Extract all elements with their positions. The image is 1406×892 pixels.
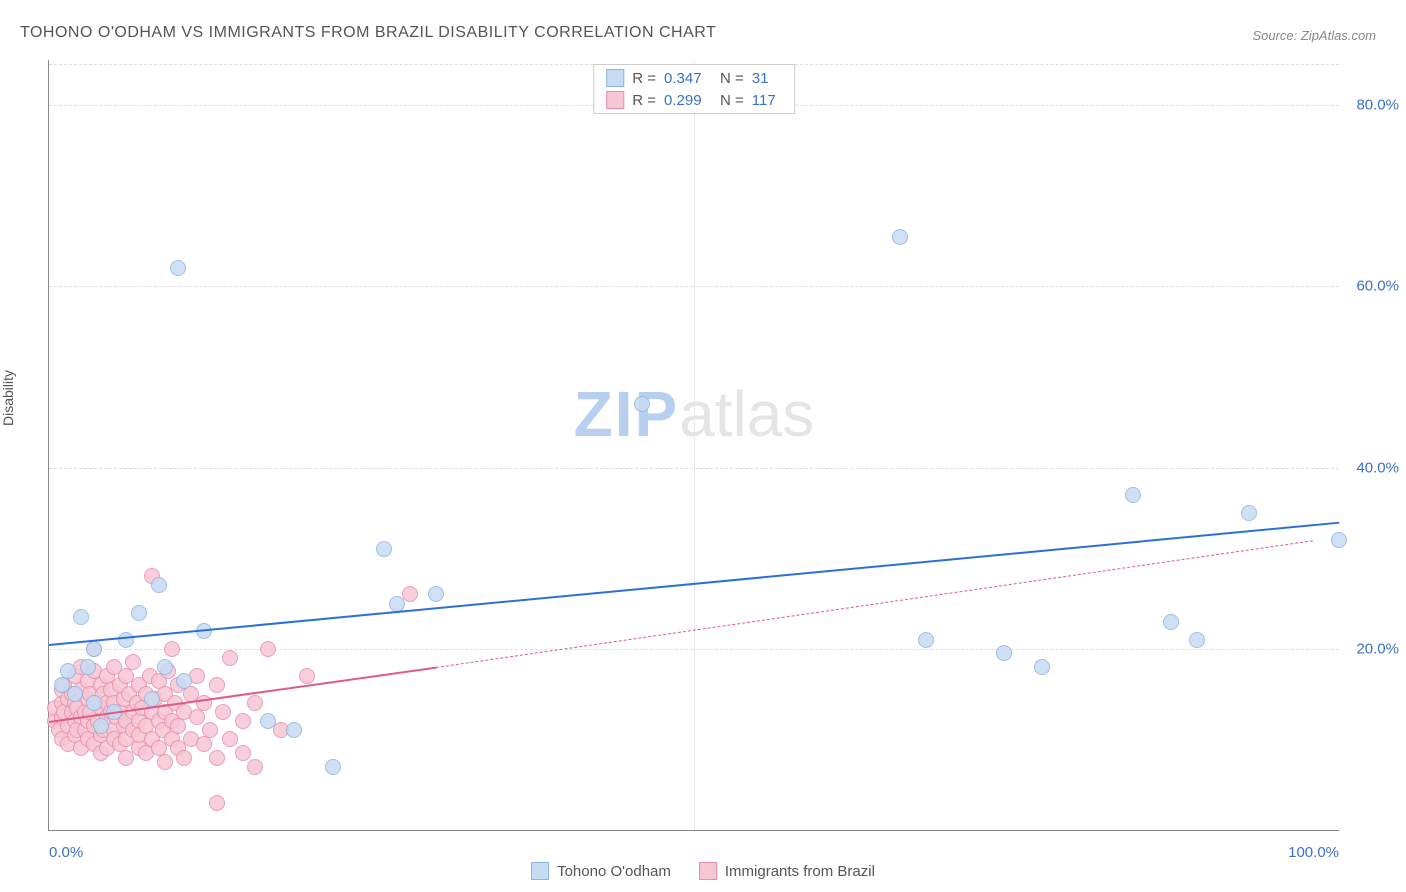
point-blue <box>1125 487 1141 503</box>
point-blue <box>892 229 908 245</box>
stat-row-blue: R = 0.347 N = 31 <box>594 67 794 89</box>
stat-row-pink: R = 0.299 N = 117 <box>594 89 794 111</box>
stat-n-value: 117 <box>752 92 782 109</box>
swatch-icon <box>606 91 624 109</box>
y-tick-label: 20.0% <box>1349 640 1399 657</box>
point-pink <box>235 745 251 761</box>
point-blue <box>1331 532 1347 548</box>
swatch-icon <box>531 862 549 880</box>
swatch-icon <box>699 862 717 880</box>
point-pink <box>260 641 276 657</box>
point-blue <box>325 759 341 775</box>
point-pink <box>247 759 263 775</box>
point-blue <box>157 659 173 675</box>
point-blue <box>918 632 934 648</box>
point-blue <box>286 722 302 738</box>
y-tick-label: 40.0% <box>1349 459 1399 476</box>
point-blue <box>170 260 186 276</box>
stat-n-label: N = <box>720 92 744 109</box>
bottom-legend: Tohono O'odham Immigrants from Brazil <box>531 862 875 880</box>
point-pink <box>299 668 315 684</box>
legend-blue-label: Tohono O'odham <box>557 863 671 880</box>
plot-area: ZIPatlas 20.0%40.0%60.0%80.0%0.0%100.0%R… <box>48 60 1339 831</box>
point-blue <box>151 577 167 593</box>
point-blue <box>80 659 96 675</box>
point-pink <box>222 650 238 666</box>
point-blue <box>389 596 405 612</box>
legend-item-pink: Immigrants from Brazil <box>699 862 875 880</box>
y-axis-label: Disability <box>0 370 16 426</box>
stat-n-value: 31 <box>752 70 782 87</box>
stat-r-label: R = <box>632 92 656 109</box>
chart-source: Source: ZipAtlas.com <box>1252 28 1376 43</box>
point-blue <box>67 686 83 702</box>
point-blue <box>996 645 1012 661</box>
point-blue <box>1163 614 1179 630</box>
point-blue <box>118 632 134 648</box>
point-blue <box>144 691 160 707</box>
point-pink <box>209 677 225 693</box>
point-pink <box>209 795 225 811</box>
stat-n-label: N = <box>720 70 744 87</box>
point-blue <box>376 541 392 557</box>
point-blue <box>60 663 76 679</box>
point-blue <box>73 609 89 625</box>
point-blue <box>131 605 147 621</box>
swatch-icon <box>606 69 624 87</box>
stat-r-value: 0.299 <box>664 92 712 109</box>
stat-r-label: R = <box>632 70 656 87</box>
chart-title: TOHONO O'ODHAM VS IMMIGRANTS FROM BRAZIL… <box>20 24 716 42</box>
point-blue <box>428 586 444 602</box>
y-tick-label: 60.0% <box>1349 278 1399 295</box>
point-blue <box>634 396 650 412</box>
point-blue <box>260 713 276 729</box>
point-pink <box>157 754 173 770</box>
point-blue <box>93 718 109 734</box>
stat-box: R = 0.347 N = 31 R = 0.299 N = 117 <box>593 64 795 114</box>
point-blue <box>86 695 102 711</box>
point-blue <box>1034 659 1050 675</box>
y-tick-label: 80.0% <box>1349 97 1399 114</box>
x-tick-label: 0.0% <box>49 844 83 861</box>
point-pink <box>209 750 225 766</box>
legend-item-blue: Tohono O'odham <box>531 862 671 880</box>
legend-pink-label: Immigrants from Brazil <box>725 863 875 880</box>
gridline-v <box>694 60 695 830</box>
point-pink <box>164 641 180 657</box>
point-pink <box>235 713 251 729</box>
point-pink <box>215 704 231 720</box>
point-pink <box>247 695 263 711</box>
point-blue <box>86 641 102 657</box>
point-blue <box>176 673 192 689</box>
point-pink <box>222 731 238 747</box>
stat-r-value: 0.347 <box>664 70 712 87</box>
point-blue <box>1189 632 1205 648</box>
point-pink <box>125 654 141 670</box>
point-pink <box>202 722 218 738</box>
point-pink <box>176 750 192 766</box>
point-blue <box>1241 505 1257 521</box>
x-tick-label: 100.0% <box>1288 844 1339 861</box>
